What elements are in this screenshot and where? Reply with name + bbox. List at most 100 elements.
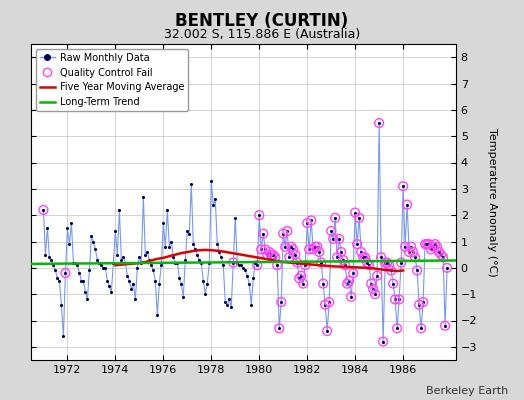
Point <box>417 325 425 332</box>
Point <box>151 278 159 284</box>
Point <box>311 244 320 250</box>
Point <box>397 259 406 266</box>
Point <box>311 244 320 250</box>
Point <box>351 209 359 216</box>
Point <box>83 296 92 303</box>
Point <box>423 241 431 247</box>
Point <box>419 299 427 305</box>
Text: 32.002 S, 115.886 E (Australia): 32.002 S, 115.886 E (Australia) <box>164 28 360 41</box>
Point <box>229 259 237 266</box>
Point <box>231 214 239 221</box>
Point <box>413 267 421 274</box>
Point <box>97 262 105 268</box>
Point <box>391 296 399 303</box>
Point <box>437 252 445 258</box>
Point <box>341 262 350 268</box>
Point <box>379 338 387 345</box>
Point <box>143 249 151 255</box>
Point <box>309 246 318 253</box>
Point <box>113 252 122 258</box>
Point <box>399 183 407 190</box>
Point <box>253 262 261 268</box>
Point <box>349 270 357 276</box>
Point <box>285 254 293 260</box>
Point <box>373 272 381 279</box>
Point <box>217 254 225 260</box>
Point <box>333 254 341 260</box>
Point <box>345 278 353 284</box>
Point <box>371 291 379 297</box>
Point <box>289 246 298 253</box>
Point <box>259 230 267 237</box>
Point <box>125 278 134 284</box>
Point <box>265 249 274 255</box>
Point <box>117 257 126 263</box>
Point <box>287 244 296 250</box>
Point <box>371 291 379 297</box>
Point <box>333 254 341 260</box>
Point <box>67 220 75 226</box>
Point <box>183 228 191 234</box>
Point <box>95 259 104 266</box>
Point <box>393 325 401 332</box>
Point <box>443 265 451 271</box>
Point <box>259 230 267 237</box>
Text: Berkeley Earth: Berkeley Earth <box>426 386 508 396</box>
Point <box>179 294 188 300</box>
Point <box>365 262 373 268</box>
Point <box>349 270 357 276</box>
Point <box>323 328 331 334</box>
Legend: Raw Monthly Data, Quality Control Fail, Five Year Moving Average, Long-Term Tren: Raw Monthly Data, Quality Control Fail, … <box>36 49 188 111</box>
Point <box>53 275 62 282</box>
Point <box>109 259 117 266</box>
Point <box>63 225 72 232</box>
Point <box>361 254 369 260</box>
Point <box>199 278 208 284</box>
Point <box>313 244 321 250</box>
Point <box>293 259 301 266</box>
Point <box>353 241 362 247</box>
Point <box>293 259 301 266</box>
Point <box>411 254 419 260</box>
Point <box>307 217 315 224</box>
Point <box>435 249 443 255</box>
Point <box>439 254 447 260</box>
Point <box>49 262 58 268</box>
Point <box>325 299 333 305</box>
Point <box>241 267 249 274</box>
Point <box>389 280 397 287</box>
Point <box>187 180 195 187</box>
Point <box>355 214 363 221</box>
Point <box>135 254 144 260</box>
Point <box>57 302 66 308</box>
Point <box>441 322 449 329</box>
Point <box>361 254 369 260</box>
Point <box>359 254 367 260</box>
Point <box>213 241 222 247</box>
Point <box>433 244 441 250</box>
Point <box>233 259 242 266</box>
Point <box>167 238 176 245</box>
Point <box>439 254 447 260</box>
Point <box>155 280 163 287</box>
Point <box>419 299 427 305</box>
Point <box>421 241 429 247</box>
Point <box>277 299 286 305</box>
Point <box>195 257 203 263</box>
Point <box>347 294 355 300</box>
Point <box>91 246 100 253</box>
Point <box>225 296 234 303</box>
Point <box>343 280 352 287</box>
Point <box>227 304 235 310</box>
Point <box>415 302 423 308</box>
Point <box>429 244 438 250</box>
Point <box>301 262 309 268</box>
Point <box>441 322 449 329</box>
Point <box>357 249 365 255</box>
Point <box>431 241 439 247</box>
Point <box>87 233 95 240</box>
Point <box>413 267 421 274</box>
Point <box>157 262 166 268</box>
Point <box>327 228 335 234</box>
Point <box>269 252 277 258</box>
